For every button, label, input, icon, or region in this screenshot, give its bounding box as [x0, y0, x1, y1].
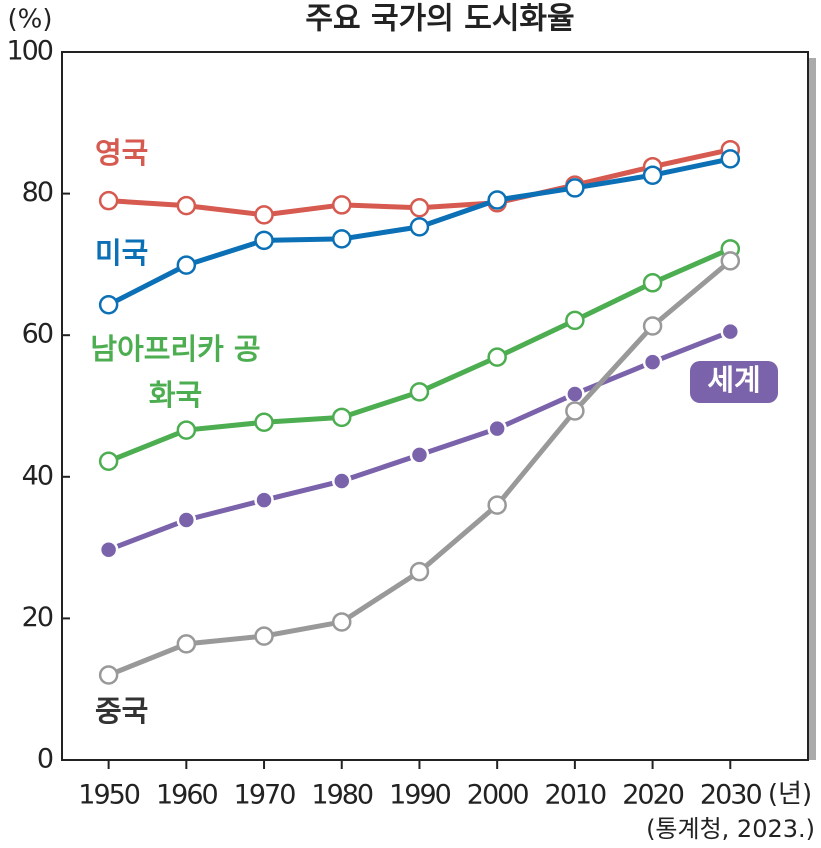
point: [565, 401, 585, 421]
point: [565, 310, 585, 331]
point: [720, 251, 741, 271]
point: [642, 273, 663, 293]
point: [176, 634, 197, 654]
x-tick-label: 1990: [389, 780, 451, 811]
point: [409, 382, 430, 402]
series-label: 영국: [95, 136, 148, 170]
point: [176, 195, 197, 216]
point: [176, 255, 197, 275]
point: [642, 316, 663, 336]
chart-title: 주요 국가의 도시화율: [305, 2, 574, 37]
series-label: 미국: [95, 236, 148, 270]
point: [254, 205, 274, 225]
point: [332, 195, 352, 215]
series-label: 중국: [95, 694, 148, 728]
x-tick-label: 1980: [311, 780, 373, 811]
point: [409, 217, 430, 237]
point: [332, 471, 352, 491]
point: [98, 539, 119, 560]
point: [487, 418, 507, 439]
point: [409, 198, 430, 218]
point: [98, 295, 119, 315]
series-label: 세계: [707, 363, 760, 397]
point: [487, 347, 507, 367]
point: [98, 665, 119, 685]
point: [487, 495, 507, 515]
point: [254, 412, 274, 433]
point: [254, 626, 274, 646]
x-tick-label: 1960: [156, 780, 218, 811]
y-tick-label: 0: [37, 744, 53, 775]
point: [409, 445, 430, 465]
point: [565, 178, 585, 198]
point: [720, 149, 741, 169]
point: [98, 190, 119, 211]
point: [642, 352, 663, 372]
series-label: 남아프리카 공화국: [90, 332, 261, 412]
x-axis-label: (년): [768, 780, 812, 810]
x-tick-label: 2020: [622, 780, 684, 811]
x-tick-label: 1950: [78, 780, 140, 811]
point: [487, 190, 507, 210]
x-tick-label: 1970: [234, 780, 296, 811]
point: [98, 451, 119, 471]
point: [642, 165, 663, 185]
y-tick-label: 20: [22, 602, 53, 633]
y-tick-label: 60: [22, 319, 53, 350]
point: [176, 510, 197, 530]
point: [565, 384, 585, 404]
y-tick-label: 40: [22, 460, 53, 491]
point: [332, 229, 352, 249]
point: [254, 490, 274, 510]
point: [254, 230, 274, 251]
y-axis-label: (%): [8, 5, 53, 35]
point: [176, 420, 197, 440]
y-tick-label: 80: [22, 177, 53, 208]
point: [409, 561, 430, 582]
point: [332, 612, 352, 632]
x-tick-label: 2010: [545, 780, 607, 811]
x-tick-label: 2000: [467, 780, 529, 811]
point: [332, 407, 352, 428]
y-tick-label: 100: [6, 36, 52, 67]
source: (통계청, 2023.): [646, 815, 815, 843]
point: [720, 321, 741, 342]
x-tick-label: 2030: [700, 780, 762, 811]
label-box: [690, 361, 778, 403]
